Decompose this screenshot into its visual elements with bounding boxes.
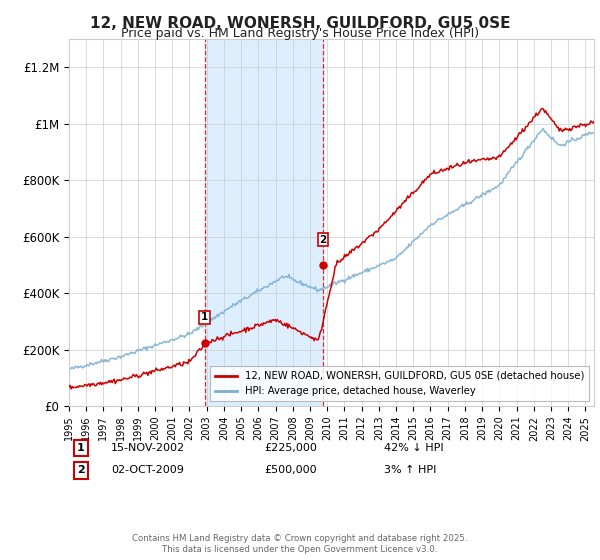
- Legend: 12, NEW ROAD, WONERSH, GUILDFORD, GU5 0SE (detached house), HPI: Average price, : 12, NEW ROAD, WONERSH, GUILDFORD, GU5 0S…: [209, 366, 589, 401]
- Text: 1: 1: [77, 443, 85, 453]
- Text: £225,000: £225,000: [264, 443, 317, 453]
- Text: Contains HM Land Registry data © Crown copyright and database right 2025.
This d: Contains HM Land Registry data © Crown c…: [132, 534, 468, 554]
- Text: 1: 1: [201, 312, 208, 322]
- Text: 2: 2: [319, 235, 326, 245]
- Text: 2: 2: [77, 465, 85, 475]
- Text: Price paid vs. HM Land Registry's House Price Index (HPI): Price paid vs. HM Land Registry's House …: [121, 27, 479, 40]
- Text: £500,000: £500,000: [264, 465, 317, 475]
- Text: 3% ↑ HPI: 3% ↑ HPI: [384, 465, 436, 475]
- Bar: [205, 39, 323, 406]
- Text: 42% ↓ HPI: 42% ↓ HPI: [384, 443, 443, 453]
- Text: 15-NOV-2002: 15-NOV-2002: [111, 443, 185, 453]
- Text: 02-OCT-2009: 02-OCT-2009: [111, 465, 184, 475]
- Text: 12, NEW ROAD, WONERSH, GUILDFORD, GU5 0SE: 12, NEW ROAD, WONERSH, GUILDFORD, GU5 0S…: [90, 16, 510, 31]
